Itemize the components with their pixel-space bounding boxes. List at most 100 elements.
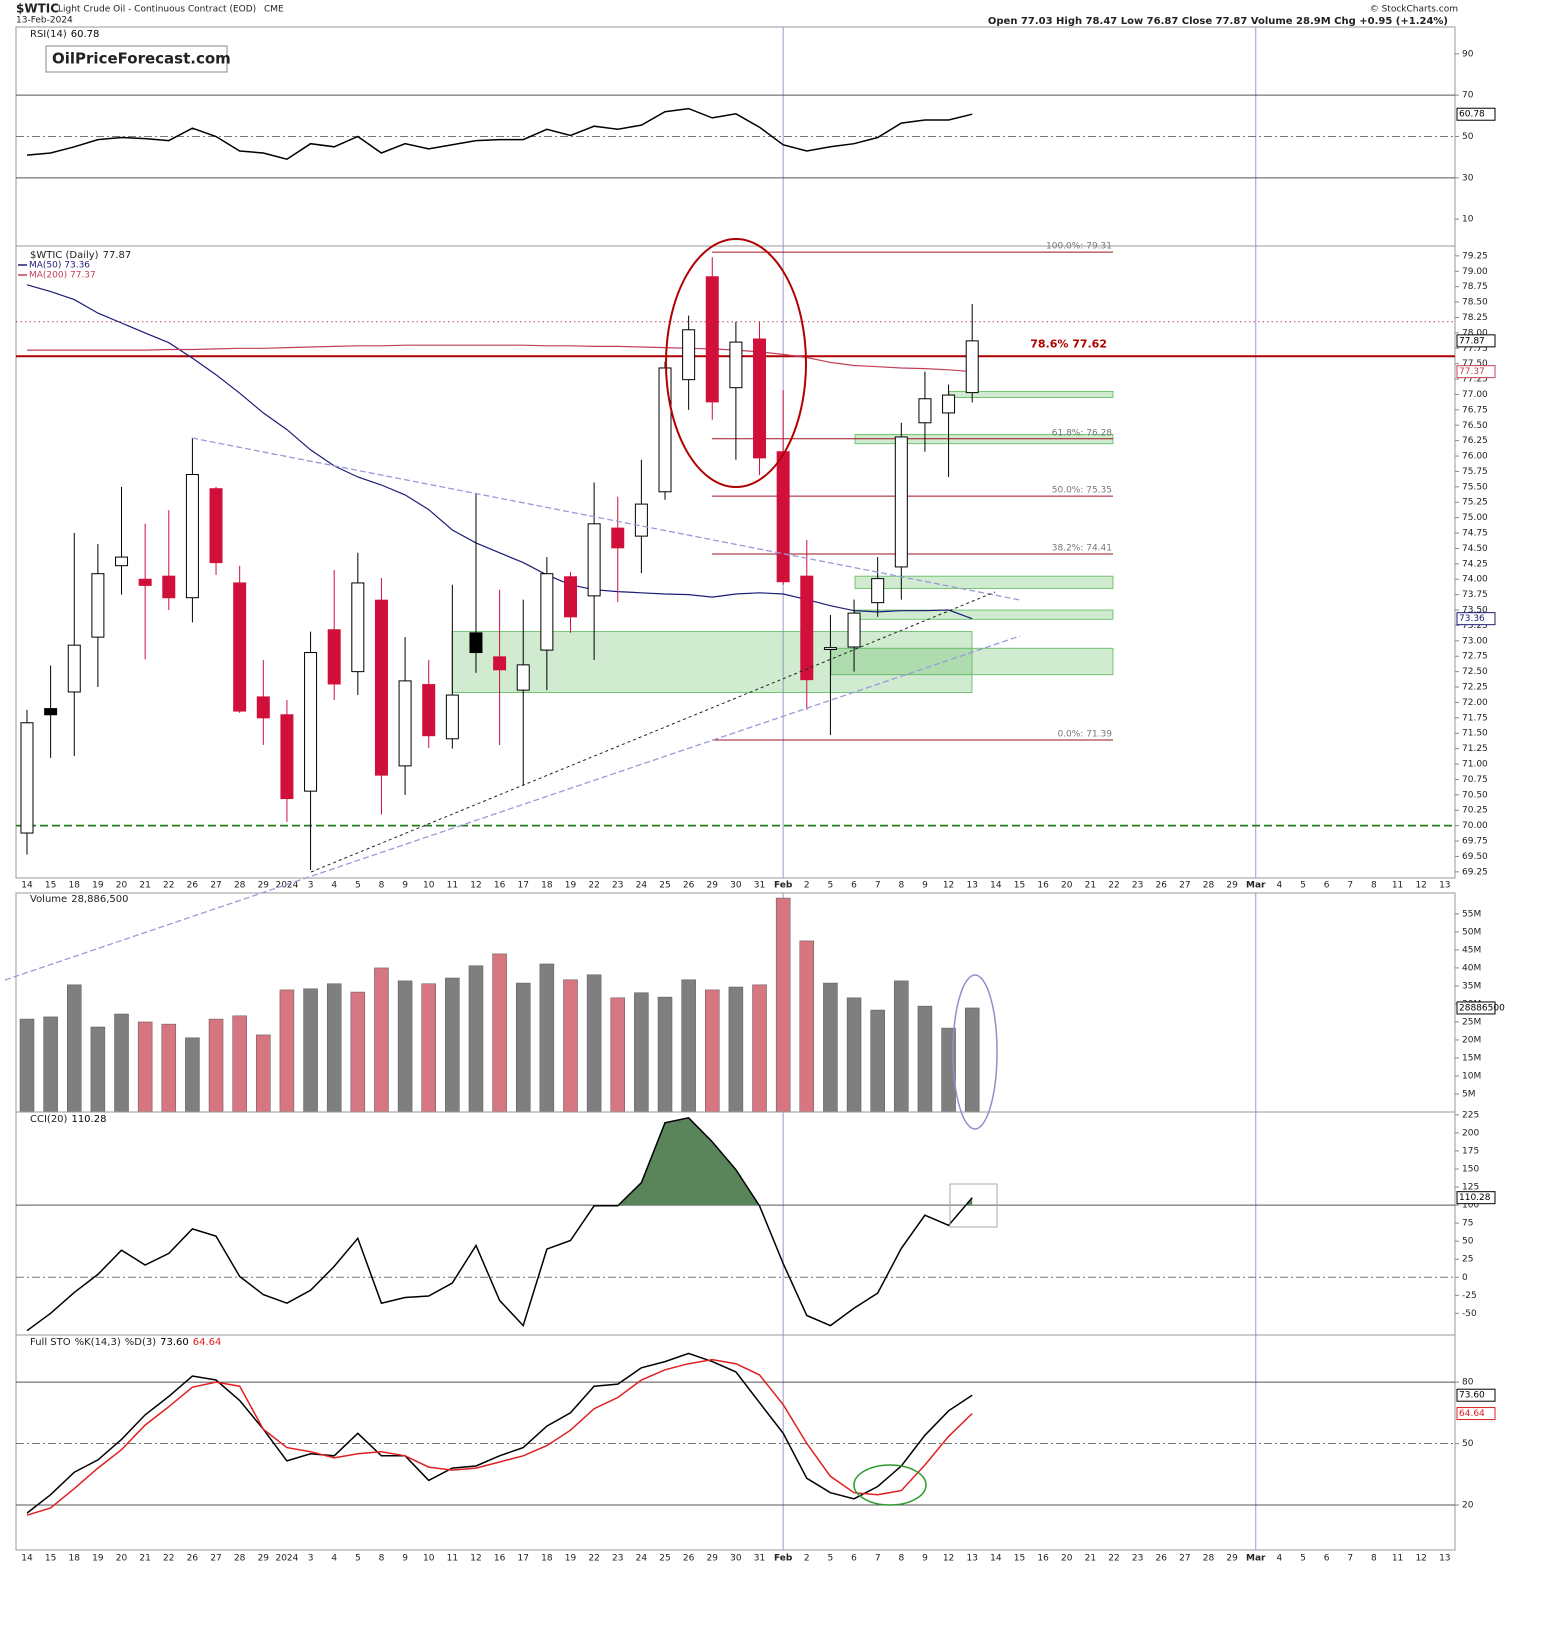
x-tick-label: 6	[851, 881, 857, 891]
x-tick-label: 20	[1061, 1554, 1073, 1564]
x-tick-label: 30	[730, 881, 742, 891]
y-tick-label: 71.50	[1462, 729, 1488, 739]
volume-bar	[114, 1013, 129, 1113]
x-tick-label: 11	[447, 881, 458, 891]
y-tick-label: 77.25	[1462, 375, 1488, 385]
legend-value: 28,886,500	[71, 894, 128, 905]
y-tick-label: 69.75	[1462, 837, 1488, 847]
volume-bar	[563, 979, 578, 1113]
y-tick-label: 75.00	[1462, 513, 1488, 523]
y-tick-label: 70.25	[1462, 806, 1488, 816]
y-tick-label: 25M	[1462, 1017, 1481, 1027]
x-tick-label: 27	[1179, 1554, 1190, 1564]
x-tick-label: 29	[1226, 881, 1238, 891]
x-tick-label: 4	[1277, 881, 1283, 891]
y-tick-label: 45M	[1462, 945, 1481, 955]
legend-title-text: $WTIC (Daily)	[30, 250, 99, 261]
volume-bar	[43, 1016, 58, 1113]
legend-title: Full STO %K(14,3) %D(3) 73.60 64.64	[30, 1337, 221, 1348]
volume-bar	[279, 989, 295, 1113]
legend-title-text: Full STO	[30, 1337, 71, 1348]
x-tick-label: 5	[828, 1554, 834, 1564]
x-tick-label: 22	[1108, 881, 1119, 891]
x-tick-label: 10	[423, 881, 435, 891]
x-tick-label: 30	[730, 1554, 742, 1564]
y-tick-label: 74.50	[1462, 544, 1488, 554]
y-tick-label: 71.25	[1462, 744, 1488, 754]
x-tick-label: 22	[163, 1554, 174, 1564]
y-tick-label: 69.25	[1462, 867, 1488, 877]
support-zone	[451, 631, 973, 693]
legend-title: $WTIC (Daily) 77.87	[30, 250, 131, 261]
y-tick-label: 50M	[1462, 927, 1481, 937]
y-tick-label: 78.00	[1462, 328, 1488, 338]
candle-body	[753, 338, 767, 459]
candle-body	[327, 629, 341, 685]
x-tick-label: 20	[1061, 881, 1073, 891]
y-tick-label: 50	[1462, 132, 1474, 142]
candle-body	[918, 398, 932, 424]
y-tick-label: 50	[1462, 1439, 1474, 1449]
candle-body	[705, 276, 719, 403]
x-tick-label: 22	[1108, 1554, 1119, 1564]
x-tick-label: 12	[470, 1554, 481, 1564]
x-tick-label: 31	[754, 1554, 765, 1564]
x-tick-label: 8	[1371, 881, 1377, 891]
support-zone	[854, 575, 1114, 589]
instrument-name: Light Crude Oil - Continuous Contract (E…	[58, 5, 256, 15]
y-tick-label: 78.75	[1462, 282, 1488, 292]
candle-body	[304, 652, 318, 792]
volume-bar	[917, 1005, 933, 1113]
volume-bar	[256, 1034, 271, 1113]
x-tick-label: 3	[308, 881, 314, 891]
x-tick-label: 27	[1179, 881, 1190, 891]
x-tick-label: 19	[92, 881, 104, 891]
candle-body	[256, 696, 270, 719]
y-tick-label: 69.50	[1462, 852, 1488, 862]
x-tick-label: 15	[1014, 881, 1025, 891]
volume-bar	[539, 963, 555, 1113]
legend-title-text: Volume	[30, 894, 67, 905]
x-tick-label: 26	[187, 1554, 199, 1564]
y-tick-label: -25	[1462, 1291, 1477, 1301]
x-tick-label: 6	[1324, 881, 1330, 891]
candle-body	[185, 474, 199, 599]
y-tick-label: 200	[1462, 1128, 1479, 1138]
volume-bar	[350, 991, 366, 1113]
candle-body	[280, 714, 294, 800]
candle-body	[611, 527, 625, 549]
y-tick-label: 70.00	[1462, 821, 1488, 831]
x-tick-label: 19	[92, 1554, 104, 1564]
candle-body	[20, 722, 34, 834]
x-tick-label: 12	[1415, 881, 1426, 891]
y-tick-label: 20M	[1462, 1035, 1481, 1045]
x-tick-label: 13	[1439, 1554, 1450, 1564]
x-tick-label: 25	[659, 881, 670, 891]
x-tick-label: 13	[1439, 881, 1450, 891]
x-tick-label: 7	[875, 881, 881, 891]
y-tick-label: 10	[1462, 215, 1474, 225]
legend-label: %D(3)	[125, 1337, 156, 1348]
x-tick-label: 8	[1371, 1554, 1377, 1564]
x-tick-label: 16	[494, 881, 506, 891]
key-level-label: 78.6% 77.62	[1030, 337, 1107, 350]
x-tick-label: 14	[990, 1554, 1002, 1564]
x-tick-label: 2024	[275, 881, 298, 891]
x-tick-label: 12	[1415, 1554, 1426, 1564]
x-tick-label: 21	[1085, 1554, 1096, 1564]
x-tick-label: 18	[69, 1554, 81, 1564]
volume-bar	[397, 980, 413, 1113]
legend-title-text: RSI(14)	[30, 29, 67, 40]
volume-bar	[208, 1018, 224, 1113]
date: 13-Feb-2024	[16, 16, 73, 26]
moving-average	[27, 344, 973, 373]
candle-body	[729, 341, 743, 389]
volume-bar	[468, 965, 484, 1113]
y-tick-label: 77.00	[1462, 390, 1488, 400]
y-tick-label: 50	[1462, 1237, 1474, 1247]
y-tick-label: 72.00	[1462, 698, 1488, 708]
y-tick-label: 0	[1462, 1273, 1468, 1283]
y-tick-label: 150	[1462, 1165, 1479, 1175]
x-tick-label: 4	[1277, 1554, 1283, 1564]
threshold-area	[618, 1117, 973, 1206]
